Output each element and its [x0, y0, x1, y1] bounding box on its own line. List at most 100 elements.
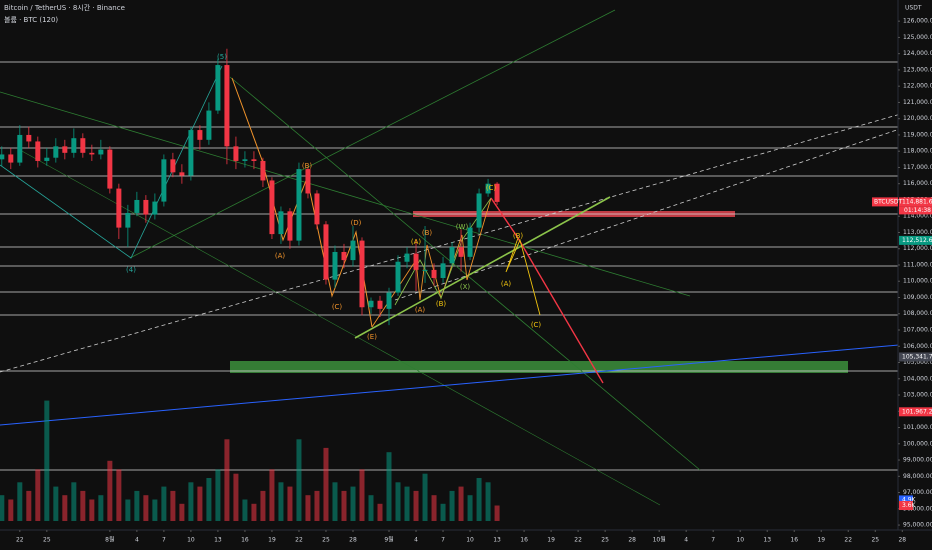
volume-bar	[8, 499, 14, 521]
volume-bar	[89, 499, 95, 521]
currency-label: USDT	[905, 5, 922, 12]
y-tick-label: 126,000.00	[903, 18, 932, 25]
volume-bar	[62, 495, 68, 521]
wave-label: (A)	[501, 280, 512, 288]
x-tick-label: 16	[241, 537, 249, 544]
candle-body	[0, 154, 5, 160]
y-tick-label: 116,000.00	[903, 180, 932, 187]
candle-body	[260, 160, 266, 181]
dashed-line	[394, 117, 932, 301]
chart-title: Bitcoin / TetherUS · 8시간 · Binance	[4, 3, 125, 12]
volume-bar	[0, 495, 5, 521]
volume-bar	[215, 469, 221, 521]
x-tick-label: 19	[547, 537, 555, 544]
volume-bar	[332, 482, 338, 521]
candle-body	[8, 154, 14, 163]
volume-bar	[233, 473, 239, 521]
x-tick-label: 7	[711, 537, 715, 544]
wave-label: (4)	[126, 266, 136, 274]
y-tick-label: 100,000.00	[903, 440, 932, 447]
candle-body	[368, 300, 374, 308]
volume-bar	[107, 460, 113, 521]
x-tick-label: 4	[135, 537, 139, 544]
wave-label: (X)	[460, 283, 471, 291]
volume-bar	[476, 478, 482, 521]
x-tick-label: 4	[414, 537, 418, 544]
projection-line	[505, 237, 541, 316]
candle-body	[467, 227, 473, 257]
x-tick-label: 25	[43, 537, 51, 544]
symbol-tag	[872, 197, 898, 207]
volume-bar	[296, 439, 302, 521]
candle-body	[485, 183, 491, 194]
candle-body	[179, 172, 185, 176]
volume-bar	[314, 490, 320, 521]
volume-bar	[206, 478, 212, 521]
candle-body	[323, 224, 329, 280]
y-tick-label: 105,000.00	[903, 359, 932, 366]
candle-body	[116, 188, 122, 228]
candle-body	[332, 251, 338, 280]
volume-bar	[17, 482, 23, 521]
y-tick-label: 97,000.00	[903, 489, 932, 496]
indicator-title: 볼륨 · BTC (120)	[4, 15, 58, 24]
volume-bar	[422, 473, 428, 521]
candle-body	[359, 240, 365, 308]
candle-body	[458, 247, 464, 257]
candle-body	[197, 130, 203, 140]
dashed-line	[0, 104, 932, 373]
x-tick-label: 28	[349, 537, 357, 544]
volume-bar	[323, 447, 329, 521]
volume-bar	[125, 499, 131, 521]
volume-bar	[116, 469, 122, 521]
x-tick-label: 22	[844, 537, 852, 544]
candle-body	[269, 180, 275, 235]
candle-body	[143, 199, 149, 215]
candle-body	[395, 261, 401, 293]
volume-bar	[26, 490, 32, 521]
volume-bar	[413, 490, 419, 521]
candle-body	[170, 159, 176, 173]
volume-bar	[170, 490, 176, 521]
candle-body	[377, 300, 383, 309]
y-tick-label: 117,000.00	[903, 164, 932, 171]
x-tick-label: 13	[214, 537, 222, 544]
x-tick-label: 10	[736, 537, 744, 544]
x-tick-label: 28	[628, 537, 636, 544]
x-tick-label: 7	[162, 537, 166, 544]
candle-body	[476, 193, 482, 228]
y-tick-label: 101,000.00	[903, 424, 932, 431]
x-tick-label: 10	[466, 537, 474, 544]
price-tag	[899, 352, 932, 362]
volume-bar	[449, 490, 455, 521]
x-tick-label: 25	[871, 537, 879, 544]
candle-body	[26, 134, 32, 142]
volume-bar	[251, 503, 257, 521]
volume-bar	[161, 486, 167, 521]
volume-bar	[494, 505, 500, 521]
wave-label: (B)	[436, 300, 447, 308]
candle-body	[431, 269, 437, 278]
symbol-label: BTCUSDT	[874, 198, 902, 205]
wave-label: (E)	[367, 333, 377, 341]
volume-bar	[359, 469, 365, 521]
wave-label: (C)	[332, 303, 343, 311]
x-tick-label: 8월	[105, 536, 114, 544]
x-tick-label: 25	[322, 537, 330, 544]
wave-label: (5)	[217, 53, 227, 61]
y-tick-label: 103,000.00	[903, 392, 932, 399]
x-tick-label: 19	[817, 537, 825, 544]
volume-bar	[386, 452, 392, 521]
y-tick-label: 122,000.00	[903, 83, 932, 90]
volume-bar	[485, 482, 491, 521]
y-tick-label: 96,000.00	[903, 505, 932, 512]
price-tag-label: 114,881.69	[902, 198, 932, 205]
candle-body	[35, 141, 41, 161]
y-tick-label: 114,000.00	[903, 213, 932, 220]
x-tick-label: 22	[295, 537, 303, 544]
wave-label: (A)	[275, 252, 286, 260]
candle-body	[341, 251, 347, 261]
x-tick-label: 10월	[653, 536, 666, 544]
volume-bar	[80, 490, 86, 521]
candle-body	[386, 292, 392, 309]
